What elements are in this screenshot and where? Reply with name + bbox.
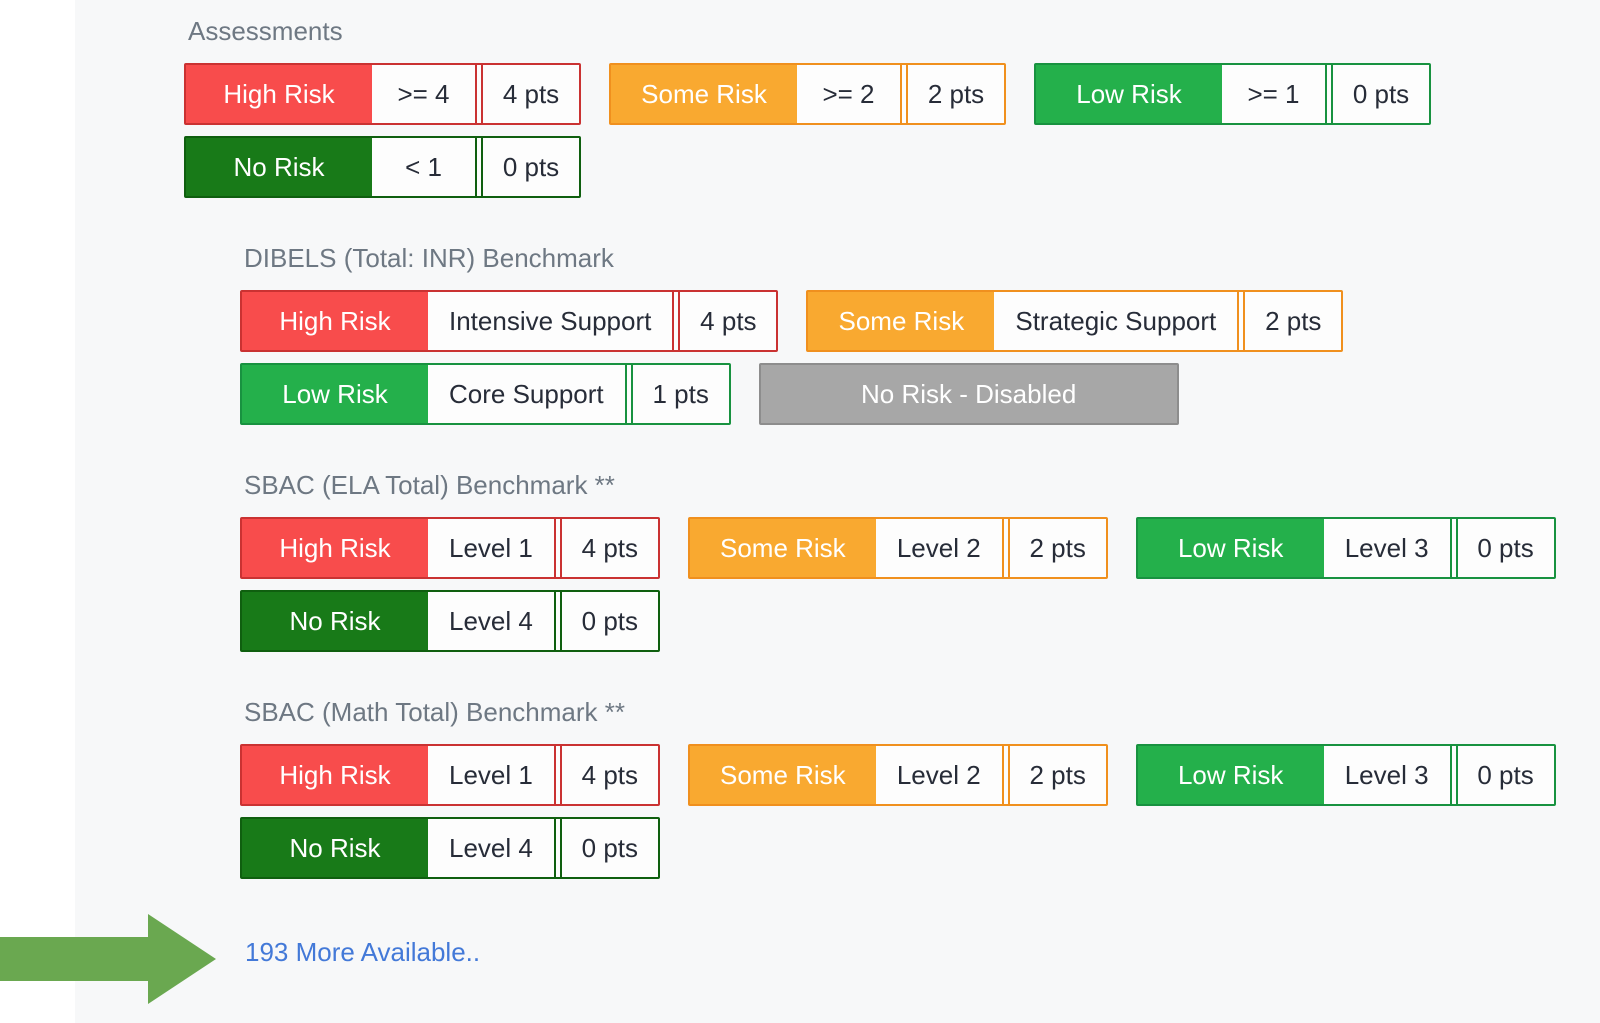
risk-level-label: Low Risk bbox=[1036, 65, 1222, 123]
badge-row: No Risk Level 4 0 pts bbox=[240, 590, 1600, 652]
risk-criteria: Level 2 bbox=[876, 746, 1004, 804]
risk-points: 0 pts bbox=[559, 819, 658, 877]
green-arrow-annotation-icon bbox=[0, 914, 216, 1004]
risk-criteria: Level 4 bbox=[428, 819, 556, 877]
risk-points: 0 pts bbox=[1331, 65, 1429, 123]
badge-row: High Risk Level 1 4 pts Some Risk Level … bbox=[240, 744, 1600, 806]
risk-criteria: Level 1 bbox=[428, 519, 556, 577]
badge-row: No Risk < 1 0 pts bbox=[184, 136, 1600, 198]
green-arrow-shape bbox=[0, 914, 216, 1004]
risk-points: 4 pts bbox=[481, 65, 579, 123]
risk-criteria: Core Support bbox=[428, 365, 627, 423]
risk-badge-low-risk: Low Risk Core Support 1 pts bbox=[240, 363, 731, 425]
risk-level-label: High Risk bbox=[242, 292, 428, 350]
risk-criteria: >= 4 bbox=[372, 65, 477, 123]
risk-points: 2 pts bbox=[906, 65, 1004, 123]
risk-level-label: No Risk bbox=[242, 592, 428, 650]
badge-row: High Risk Level 1 4 pts Some Risk Level … bbox=[240, 517, 1600, 579]
risk-badge-high-risk: High Risk Level 1 4 pts bbox=[240, 517, 660, 579]
risk-criteria: Level 2 bbox=[876, 519, 1004, 577]
section-sbac-ela-benchmark: SBAC (ELA Total) Benchmark ** High Risk … bbox=[240, 470, 1600, 652]
risk-badge-some-risk: Some Risk Strategic Support 2 pts bbox=[806, 290, 1344, 352]
risk-criteria: < 1 bbox=[372, 138, 477, 196]
section-dibels-benchmark: DIBELS (Total: INR) Benchmark High Risk … bbox=[240, 243, 1600, 425]
risk-level-label: Low Risk bbox=[1137, 746, 1324, 804]
risk-criteria: Level 4 bbox=[428, 592, 556, 650]
more-available-link[interactable]: 193 More Available.. bbox=[245, 937, 481, 967]
risk-points: 2 pts bbox=[1007, 519, 1106, 577]
section-assessments: Assessments High Risk >= 4 4 pts Some Ri… bbox=[184, 16, 1600, 198]
risk-level-label: Some Risk bbox=[689, 519, 876, 577]
risk-criteria: Intensive Support bbox=[428, 292, 675, 350]
risk-badge-no-risk: No Risk < 1 0 pts bbox=[184, 136, 581, 198]
risk-level-label: Some Risk bbox=[611, 65, 797, 123]
risk-level-label: High Risk bbox=[242, 519, 428, 577]
risk-badge-low-risk: Low Risk Level 3 0 pts bbox=[1135, 517, 1556, 579]
badge-row: High Risk >= 4 4 pts Some Risk >= 2 2 pt… bbox=[184, 63, 1600, 125]
assessments-panel: Assessments High Risk >= 4 4 pts Some Ri… bbox=[75, 0, 1600, 1023]
badge-row: Low Risk Core Support 1 pts No Risk - Di… bbox=[240, 363, 1600, 425]
risk-points: 1 pts bbox=[630, 365, 729, 423]
risk-points: 0 pts bbox=[1455, 519, 1554, 577]
risk-badge-some-risk: Some Risk Level 2 2 pts bbox=[687, 744, 1108, 806]
risk-badge-low-risk: Low Risk >= 1 0 pts bbox=[1034, 63, 1431, 125]
risk-badge-high-risk: High Risk Intensive Support 4 pts bbox=[240, 290, 779, 352]
risk-level-label: High Risk bbox=[186, 65, 372, 123]
risk-criteria: Strategic Support bbox=[994, 292, 1240, 350]
risk-badge-high-risk: High Risk >= 4 4 pts bbox=[184, 63, 581, 125]
risk-criteria: >= 2 bbox=[797, 65, 902, 123]
section-heading: SBAC (Math Total) Benchmark ** bbox=[244, 697, 625, 727]
risk-points: 0 pts bbox=[481, 138, 579, 196]
disabled-risk-label: No Risk - Disabled bbox=[760, 365, 1177, 423]
section-heading: DIBELS (Total: INR) Benchmark bbox=[244, 243, 614, 273]
risk-level-label: Low Risk bbox=[1137, 519, 1324, 577]
risk-points: 2 pts bbox=[1243, 292, 1341, 350]
risk-criteria: Level 3 bbox=[1324, 746, 1452, 804]
risk-points: 4 pts bbox=[559, 519, 658, 577]
risk-badge-no-risk: No Risk Level 4 0 pts bbox=[240, 590, 660, 652]
risk-criteria: Level 1 bbox=[428, 746, 556, 804]
risk-points: 0 pts bbox=[1455, 746, 1554, 804]
risk-badge-no-risk-disabled: No Risk - Disabled bbox=[758, 363, 1179, 425]
left-margin-strip bbox=[0, 0, 75, 1023]
risk-points: 2 pts bbox=[1007, 746, 1106, 804]
badge-row: High Risk Intensive Support 4 pts Some R… bbox=[240, 290, 1600, 352]
risk-level-label: Some Risk bbox=[689, 746, 876, 804]
risk-level-label: Low Risk bbox=[242, 365, 428, 423]
risk-criteria: >= 1 bbox=[1222, 65, 1327, 123]
risk-level-label: High Risk bbox=[242, 746, 428, 804]
risk-level-label: No Risk bbox=[186, 138, 372, 196]
risk-badge-some-risk: Some Risk Level 2 2 pts bbox=[687, 517, 1108, 579]
section-heading: Assessments bbox=[188, 16, 343, 46]
risk-badge-low-risk: Low Risk Level 3 0 pts bbox=[1135, 744, 1556, 806]
risk-points: 4 pts bbox=[678, 292, 776, 350]
risk-criteria: Level 3 bbox=[1324, 519, 1452, 577]
section-heading: SBAC (ELA Total) Benchmark ** bbox=[244, 470, 615, 500]
section-sbac-math-benchmark: SBAC (Math Total) Benchmark ** High Risk… bbox=[240, 697, 1600, 879]
badge-row: No Risk Level 4 0 pts bbox=[240, 817, 1600, 879]
risk-badge-high-risk: High Risk Level 1 4 pts bbox=[240, 744, 660, 806]
risk-badge-some-risk: Some Risk >= 2 2 pts bbox=[609, 63, 1006, 125]
risk-badge-no-risk: No Risk Level 4 0 pts bbox=[240, 817, 660, 879]
risk-points: 4 pts bbox=[559, 746, 658, 804]
risk-level-label: No Risk bbox=[242, 819, 428, 877]
risk-level-label: Some Risk bbox=[808, 292, 995, 350]
risk-points: 0 pts bbox=[559, 592, 658, 650]
